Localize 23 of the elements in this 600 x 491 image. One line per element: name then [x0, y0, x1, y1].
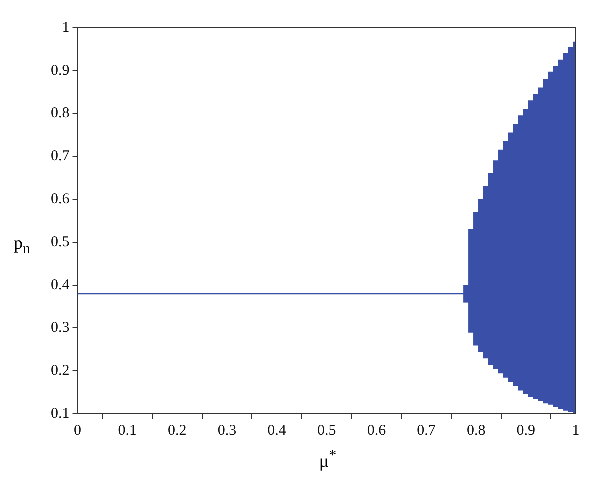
- x-tick-label: 0.9: [516, 422, 536, 439]
- x-tick-label: 1: [572, 422, 580, 439]
- x-tick-label: 0: [74, 422, 82, 439]
- x-tick-label: 0.4: [268, 422, 287, 439]
- x-tick-label: 0.8: [466, 422, 486, 439]
- x-tick-label: 0.2: [168, 422, 187, 439]
- x-tick-label: 0.6: [367, 422, 387, 439]
- y-tick-label: 1: [62, 20, 70, 36]
- x-tick-label: 0.1: [118, 422, 137, 439]
- x-axis-title: μ$^{*}$: [318, 448, 338, 472]
- y-tick-label: 0.1: [51, 406, 70, 422]
- y-tick-label: 0.9: [51, 62, 70, 79]
- x-tick-label: 0.5: [318, 422, 336, 439]
- y-tick-label: 0.4: [51, 277, 70, 294]
- y-tick-label: 0.8: [51, 106, 70, 122]
- y-tick-label: 0.3: [51, 320, 70, 336]
- y-tick-label: 0.7: [51, 148, 70, 165]
- y-tick-label: 0.6: [51, 191, 70, 208]
- y-tick-label: 0.5: [51, 234, 70, 250]
- x-tick-label: 0.7: [417, 422, 436, 439]
- y-axis-title: p$_{n}$: [14, 233, 30, 259]
- y-tick-label: 0.2: [51, 363, 70, 380]
- x-tick-label: 0.3: [218, 422, 237, 439]
